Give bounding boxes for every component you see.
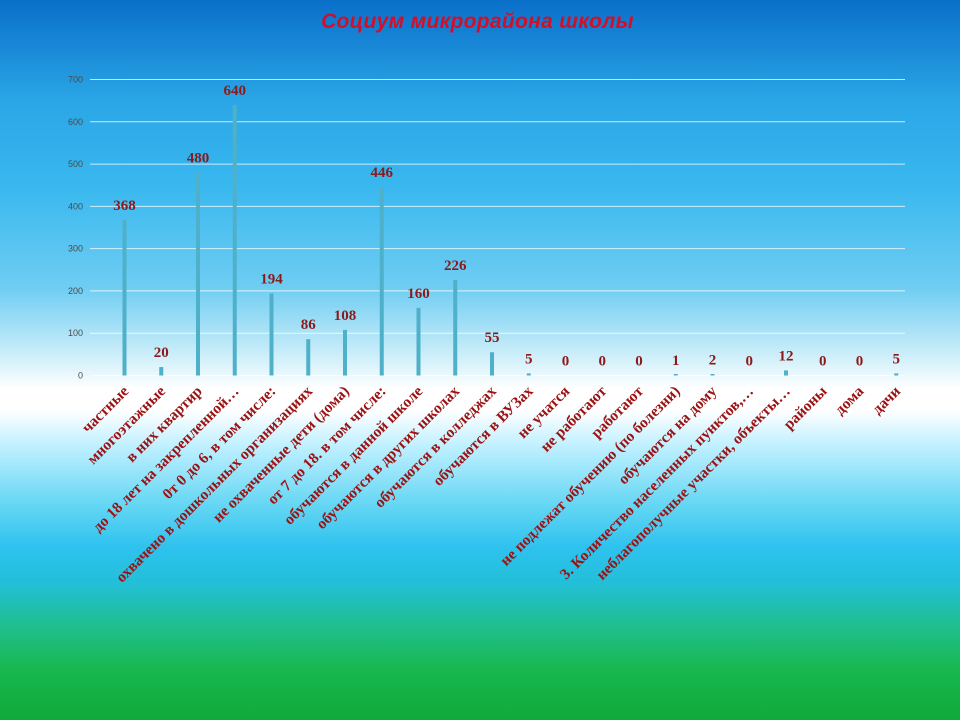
y-tick-label: 100 bbox=[68, 328, 83, 338]
bar bbox=[526, 373, 531, 376]
data-label: 0 bbox=[819, 354, 827, 370]
y-axis-ticks: 0 100 200 300 400 500 600 700 bbox=[68, 75, 83, 381]
bar bbox=[453, 279, 458, 376]
bar bbox=[490, 352, 494, 376]
data-label: 55 bbox=[485, 330, 500, 346]
bar bbox=[232, 104, 237, 376]
y-tick-label: 0 bbox=[78, 371, 83, 381]
data-label: 446 bbox=[371, 165, 394, 181]
data-label: 368 bbox=[113, 198, 136, 214]
bar bbox=[710, 374, 715, 376]
data-label: 0 bbox=[599, 354, 607, 370]
data-label: 640 bbox=[224, 83, 247, 99]
bars bbox=[122, 104, 899, 376]
data-label: 160 bbox=[407, 286, 430, 302]
bar bbox=[122, 219, 127, 376]
data-label: 194 bbox=[260, 271, 283, 287]
data-label: 5 bbox=[525, 351, 533, 367]
data-label: 86 bbox=[301, 317, 317, 333]
data-label: 2 bbox=[709, 353, 717, 369]
bar bbox=[379, 186, 384, 376]
y-tick-label: 700 bbox=[68, 75, 83, 85]
data-label: 0 bbox=[856, 354, 864, 370]
y-tick-label: 400 bbox=[68, 201, 83, 211]
data-label: 0 bbox=[746, 354, 754, 370]
data-label: 1 bbox=[672, 353, 680, 369]
bar bbox=[196, 172, 200, 376]
category-label: дачи bbox=[869, 383, 904, 418]
chart-title: Социум микрорайона школы bbox=[321, 10, 634, 33]
data-label: 480 bbox=[187, 151, 210, 167]
data-label: 5 bbox=[893, 351, 901, 367]
data-label: 0 bbox=[635, 354, 643, 370]
data-label: 108 bbox=[334, 308, 357, 324]
y-tick-label: 300 bbox=[68, 244, 83, 254]
gridlines bbox=[90, 79, 905, 376]
bar bbox=[894, 373, 899, 376]
bar bbox=[673, 374, 678, 376]
data-label: 226 bbox=[444, 258, 467, 274]
y-tick-label: 500 bbox=[68, 159, 83, 169]
data-label: 12 bbox=[779, 348, 794, 364]
category-label: дома bbox=[832, 383, 868, 419]
bar bbox=[306, 339, 311, 376]
y-tick-label: 600 bbox=[68, 117, 83, 127]
data-label: 20 bbox=[154, 345, 169, 361]
data-label: 0 bbox=[562, 354, 570, 370]
y-tick-label: 200 bbox=[68, 286, 83, 296]
bar bbox=[416, 307, 421, 376]
bar bbox=[159, 367, 164, 376]
bar bbox=[784, 370, 788, 376]
bar bbox=[269, 293, 274, 376]
bar bbox=[343, 329, 347, 376]
